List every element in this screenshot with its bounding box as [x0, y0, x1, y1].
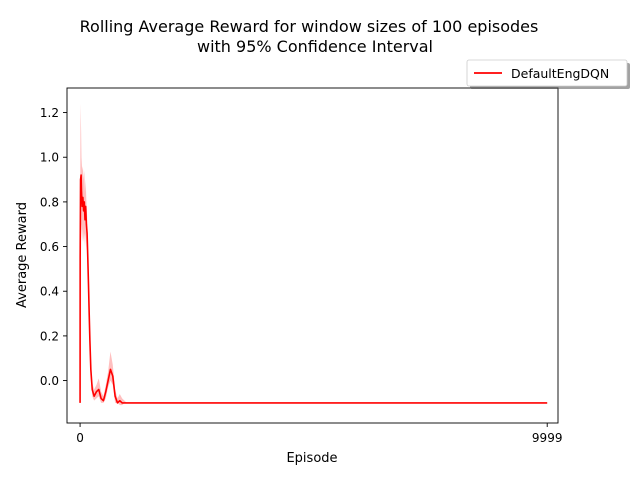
tick-group: 0 9999 0.0 0.2 0.4 0.6 0.8 1.0 1.2: [40, 106, 563, 445]
y-tick-label: 0.8: [40, 195, 59, 209]
plot-area: [79, 103, 548, 406]
series-line-0: [79, 174, 548, 404]
chart-title-line-2: with 95% Confidence Interval: [197, 37, 433, 56]
y-tick-label: 0.2: [40, 329, 59, 343]
y-tick-label: 0.6: [40, 240, 59, 254]
x-tick-label: 9999: [532, 431, 563, 445]
legend: DefaultEngDQN: [466, 59, 630, 89]
axes-frame: [66, 87, 559, 424]
x-tick-label: 0: [76, 431, 84, 445]
chart-title-line-1: Rolling Average Reward for window sizes …: [80, 17, 539, 36]
y-tick-label: 0.0: [40, 374, 59, 388]
y-tick-label: 0.4: [40, 285, 59, 299]
y-tick-label: 1.0: [40, 151, 59, 165]
y-tick-label: 1.2: [40, 106, 59, 120]
legend-label: DefaultEngDQN: [511, 66, 609, 81]
y-axis-label: Average Reward: [15, 202, 30, 308]
legend-box: [466, 59, 628, 87]
x-axis-label: Episode: [286, 451, 337, 466]
